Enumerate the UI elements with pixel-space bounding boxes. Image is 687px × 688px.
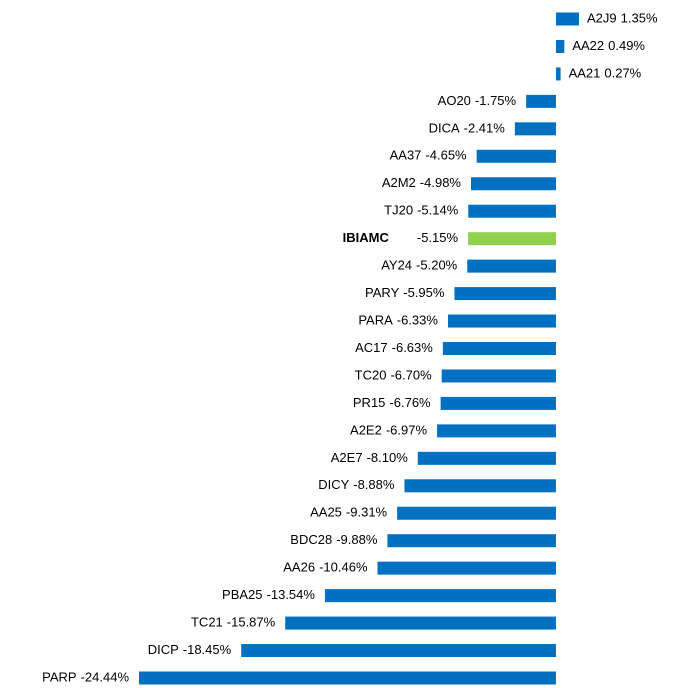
value-label: -8.88%	[353, 477, 395, 492]
category-label: PARA	[358, 312, 393, 327]
bar	[285, 616, 556, 630]
bar	[468, 204, 556, 218]
value-label: 1.35%	[621, 10, 658, 25]
value-label: -10.46%	[319, 560, 368, 575]
bar	[387, 534, 556, 548]
bar	[139, 671, 556, 685]
category-label: PBA25	[222, 587, 262, 602]
value-label: -5.15%	[417, 230, 459, 245]
category-label: A2J9	[587, 10, 617, 25]
value-label: -5.20%	[416, 258, 458, 273]
bar	[514, 122, 556, 136]
bar	[471, 177, 556, 191]
bar	[526, 94, 556, 108]
bar	[476, 149, 556, 163]
category-label: AC17	[355, 340, 388, 355]
value-label: 0.27%	[604, 65, 641, 80]
value-label: -24.44%	[81, 669, 130, 684]
category-label: A2E2	[350, 422, 382, 437]
bar	[555, 67, 561, 81]
bar	[468, 232, 556, 246]
bar	[555, 39, 565, 53]
bar	[467, 259, 556, 273]
value-label: -6.33%	[397, 312, 439, 327]
bar	[440, 396, 556, 410]
category-label: AA21	[569, 65, 601, 80]
value-label: -5.14%	[417, 203, 459, 218]
value-label: -9.88%	[336, 532, 378, 547]
category-label: DICY	[318, 477, 349, 492]
bar	[454, 287, 556, 301]
category-label: PR15	[353, 395, 386, 410]
category-label: DICA	[429, 120, 460, 135]
category-label: AO20	[438, 93, 471, 108]
category-label: AY24	[381, 258, 412, 273]
value-label: -8.10%	[367, 450, 409, 465]
bar	[417, 451, 556, 465]
bar	[404, 479, 556, 493]
value-label: -6.97%	[386, 422, 428, 437]
bar	[437, 424, 556, 438]
category-label: AA26	[283, 560, 315, 575]
value-label: -4.98%	[420, 175, 462, 190]
value-label: -18.45%	[183, 642, 232, 657]
value-label: -1.75%	[475, 93, 517, 108]
category-label: PARP	[42, 669, 76, 684]
category-label: DICP	[148, 642, 179, 657]
category-label: AA25	[310, 505, 342, 520]
value-label: -15.87%	[227, 615, 276, 630]
bar	[441, 369, 556, 383]
bar	[447, 314, 556, 328]
value-label: 0.49%	[608, 38, 645, 53]
category-label: AA37	[390, 148, 422, 163]
bar	[377, 561, 556, 575]
category-label: PARY	[365, 285, 400, 300]
value-label: -6.76%	[389, 395, 431, 410]
bar	[241, 644, 556, 658]
value-label: -13.54%	[267, 587, 316, 602]
bar	[442, 342, 556, 355]
category-label: A2E7	[331, 450, 363, 465]
category-label: TC20	[355, 367, 387, 382]
value-label: -6.70%	[390, 367, 432, 382]
value-label: -6.63%	[392, 340, 434, 355]
value-label: -9.31%	[346, 505, 388, 520]
category-label: TJ20	[384, 203, 413, 218]
value-label: -5.95%	[403, 285, 445, 300]
bar	[397, 506, 556, 520]
bar	[324, 589, 556, 603]
category-label: BDC28	[290, 532, 332, 547]
category-label: A2M2	[382, 175, 416, 190]
category-label: IBIAMC	[343, 230, 390, 245]
value-label: -2.41%	[464, 120, 506, 135]
category-label: AA22	[572, 38, 604, 53]
bar	[555, 12, 579, 26]
value-label: -4.65%	[425, 148, 467, 163]
category-label: TC21	[191, 615, 223, 630]
